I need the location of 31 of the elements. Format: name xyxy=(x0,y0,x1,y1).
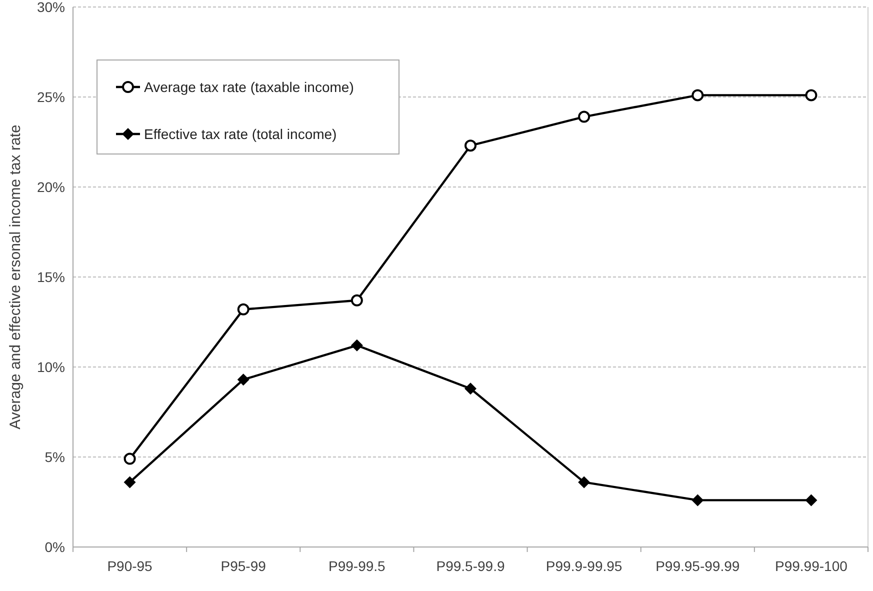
x-tick-label: P99.95-99.99 xyxy=(656,558,740,574)
point xyxy=(805,494,818,506)
point xyxy=(578,110,590,123)
point xyxy=(237,374,250,386)
point xyxy=(350,339,363,352)
point xyxy=(692,89,704,102)
point xyxy=(578,476,590,488)
y-tick-label: 0% xyxy=(44,538,65,555)
y-tick-label: 15% xyxy=(36,268,65,285)
point xyxy=(124,452,136,465)
y-axis-title: Average and effective ersonal income tax rate xyxy=(7,124,24,430)
x-tick-label: P95-99 xyxy=(220,558,266,574)
legend-label: Effective tax rate (total income) xyxy=(144,126,337,142)
point xyxy=(350,294,363,306)
point xyxy=(464,382,476,395)
x-tick-label: P90-95 xyxy=(107,558,153,574)
point xyxy=(805,89,818,102)
x-tick-label: P99.9-99.95 xyxy=(546,558,622,574)
point xyxy=(692,494,704,506)
y-tick-label: 10% xyxy=(36,358,65,375)
y-tick-label: 5% xyxy=(44,448,65,465)
legend-label: Average tax rate (taxable income) xyxy=(144,78,354,95)
x-tick-label: P99.5-99.9 xyxy=(436,558,505,574)
point xyxy=(237,303,250,316)
y-tick-label: 20% xyxy=(36,178,65,195)
point xyxy=(124,476,136,488)
x-tick-label: P99.99-100 xyxy=(775,558,848,574)
y-tick-label: 25% xyxy=(36,88,65,105)
x-tick-label: P99-99.5 xyxy=(328,558,386,574)
y-tick-label: 30% xyxy=(36,0,65,15)
point xyxy=(464,140,476,152)
